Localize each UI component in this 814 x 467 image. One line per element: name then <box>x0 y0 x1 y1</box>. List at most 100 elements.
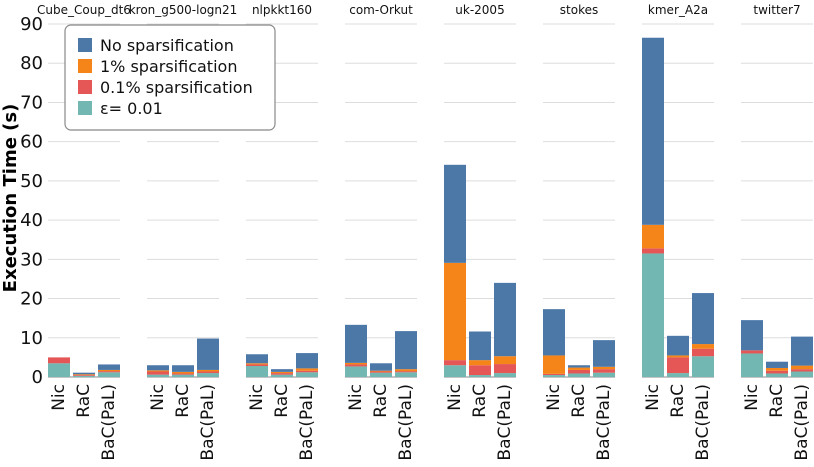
bar-segment-no-sparsification <box>593 340 615 367</box>
bar-segment-0-01 <box>345 366 367 377</box>
y-tick-label: 60 <box>20 132 43 153</box>
bar-segment-0-01 <box>98 372 120 377</box>
bar-segment-0-1-sparsification <box>98 371 120 373</box>
facet-label: kmer_A2a <box>648 3 708 17</box>
bar-segment-1-sparsification <box>543 355 565 374</box>
legend-swatch-0-1-sparsification <box>78 80 92 94</box>
bar-segment-no-sparsification <box>791 336 813 366</box>
bar-segment-no-sparsification <box>172 365 194 372</box>
x-category-label: Nic <box>247 384 267 411</box>
x-category-label: BaC(PaL) <box>198 384 218 461</box>
bar-segment-0-1-sparsification <box>147 371 169 375</box>
bar-segment-no-sparsification <box>741 320 763 351</box>
bar-segment-1-sparsification <box>172 371 194 374</box>
bar-segment-no-sparsification <box>271 369 293 372</box>
bar-segment-0-01 <box>48 363 70 377</box>
bar-segment-1-sparsification <box>494 356 516 365</box>
bar-segment-0-1-sparsification <box>246 364 268 367</box>
bar-segment-0-01 <box>370 372 392 377</box>
bar-segment-0-01 <box>692 356 714 377</box>
y-tick-label: 50 <box>20 171 43 192</box>
x-category-label: RaC <box>767 384 787 418</box>
facet-label: com-Orkut <box>349 3 413 17</box>
x-category-label: BaC(PaL) <box>297 384 317 461</box>
bar-segment-0-01 <box>543 375 565 377</box>
bar-segment-0-1-sparsification <box>197 371 219 374</box>
bar-segment-0-1-sparsification <box>692 348 714 357</box>
x-category-label: RaC <box>74 384 94 418</box>
legend-label: 1% sparsification <box>100 57 237 76</box>
bar-segment-1-sparsification <box>593 366 615 370</box>
x-axis-categories: Nic RaC BaC(PaL) Nic RaC BaC(PaL) Nic RaC BaC(Pa… <box>49 384 812 461</box>
legend-box <box>64 24 276 131</box>
bar-segment-0-01 <box>766 373 788 377</box>
bar-segment-0-1-sparsification <box>642 248 664 254</box>
x-category-label: Nic <box>643 384 663 411</box>
legend-label: No sparsification <box>100 36 234 55</box>
bar-segment-0-01 <box>642 253 664 377</box>
legend-swatch-no-sparsification <box>78 38 92 52</box>
facet-label: twitter7 <box>753 3 800 17</box>
bar-segment-0-01 <box>568 373 590 377</box>
x-category-label: Nic <box>148 384 168 411</box>
y-tick-label: 40 <box>20 210 43 231</box>
y-axis-label: Execution Time (s) <box>0 104 21 293</box>
bar-segment-0-01 <box>197 373 219 377</box>
legend: No sparsification 1% sparsification 0.1% s… <box>64 24 276 131</box>
bar-segment-0-01 <box>741 353 763 377</box>
facet-label: Cube_Coup_dt6 <box>37 3 131 17</box>
legend-swatch-0-01 <box>78 101 92 115</box>
bar-segment-0-01 <box>444 365 466 377</box>
facet-label: uk-2005 <box>455 3 504 17</box>
bar-segment-0-01 <box>593 372 615 377</box>
x-category-label: BaC(PaL) <box>792 384 812 461</box>
y-tick-label: 30 <box>20 249 43 270</box>
x-category-label: RaC <box>173 384 193 418</box>
bar-segment-0-1-sparsification <box>296 370 318 373</box>
bar-segment-1-sparsification <box>444 262 466 361</box>
y-tick-label: 70 <box>20 92 43 113</box>
bar-segment-0-1-sparsification <box>791 369 813 372</box>
bar-segment-1-sparsification <box>395 369 417 372</box>
bar-segment-no-sparsification <box>568 365 590 368</box>
bar-segment-0-01 <box>296 372 318 377</box>
bar-segment-0-1-sparsification <box>370 371 392 373</box>
x-category-label: RaC <box>668 384 688 418</box>
bar-segment-no-sparsification <box>345 324 367 363</box>
bar-segment-no-sparsification <box>642 37 664 225</box>
y-tick-label: 0 <box>32 367 43 388</box>
bar-segment-no-sparsification <box>766 361 788 368</box>
bar-segment-1-sparsification <box>469 360 491 366</box>
bar-segment-0-1-sparsification <box>172 373 194 375</box>
x-category-label: Nic <box>742 384 762 411</box>
x-category-label: Nic <box>544 384 564 411</box>
bar-segment-0-01 <box>791 371 813 377</box>
bar-segment-0-01 <box>395 372 417 377</box>
bar-segment-0-1-sparsification <box>667 357 689 374</box>
facet-label: nlpkkt160 <box>252 3 312 17</box>
x-category-label: BaC(PaL) <box>495 384 515 461</box>
bar-segment-no-sparsification <box>667 335 689 356</box>
bar-segment-no-sparsification <box>370 363 392 371</box>
bar-segment-0-01 <box>469 375 491 377</box>
bar-segment-no-sparsification <box>73 372 95 375</box>
bar-segment-no-sparsification <box>692 293 714 345</box>
bar-segment-no-sparsification <box>444 164 466 263</box>
legend-label: 0.1% sparsification <box>100 78 253 97</box>
bar-segment-no-sparsification <box>543 309 565 356</box>
bar-segment-0-01 <box>172 374 194 377</box>
bar-segment-0-1-sparsification <box>48 357 70 364</box>
x-category-label: BaC(PaL) <box>693 384 713 461</box>
y-tick-label: 80 <box>20 53 43 74</box>
bar-segment-0-01 <box>147 374 169 377</box>
bar-segment-0-1-sparsification <box>593 369 615 373</box>
bar-segment-1-sparsification <box>568 367 590 370</box>
bar-segment-1-sparsification <box>692 344 714 349</box>
bar-segment-1-sparsification <box>271 371 293 374</box>
bar-segment-0-1-sparsification <box>395 371 417 373</box>
bar-segment-1-sparsification <box>98 369 120 372</box>
bar-segment-1-sparsification <box>73 374 95 376</box>
bar-segment-0-01 <box>667 373 689 377</box>
bar-segment-0-1-sparsification <box>568 369 590 374</box>
x-category-label: BaC(PaL) <box>594 384 614 461</box>
